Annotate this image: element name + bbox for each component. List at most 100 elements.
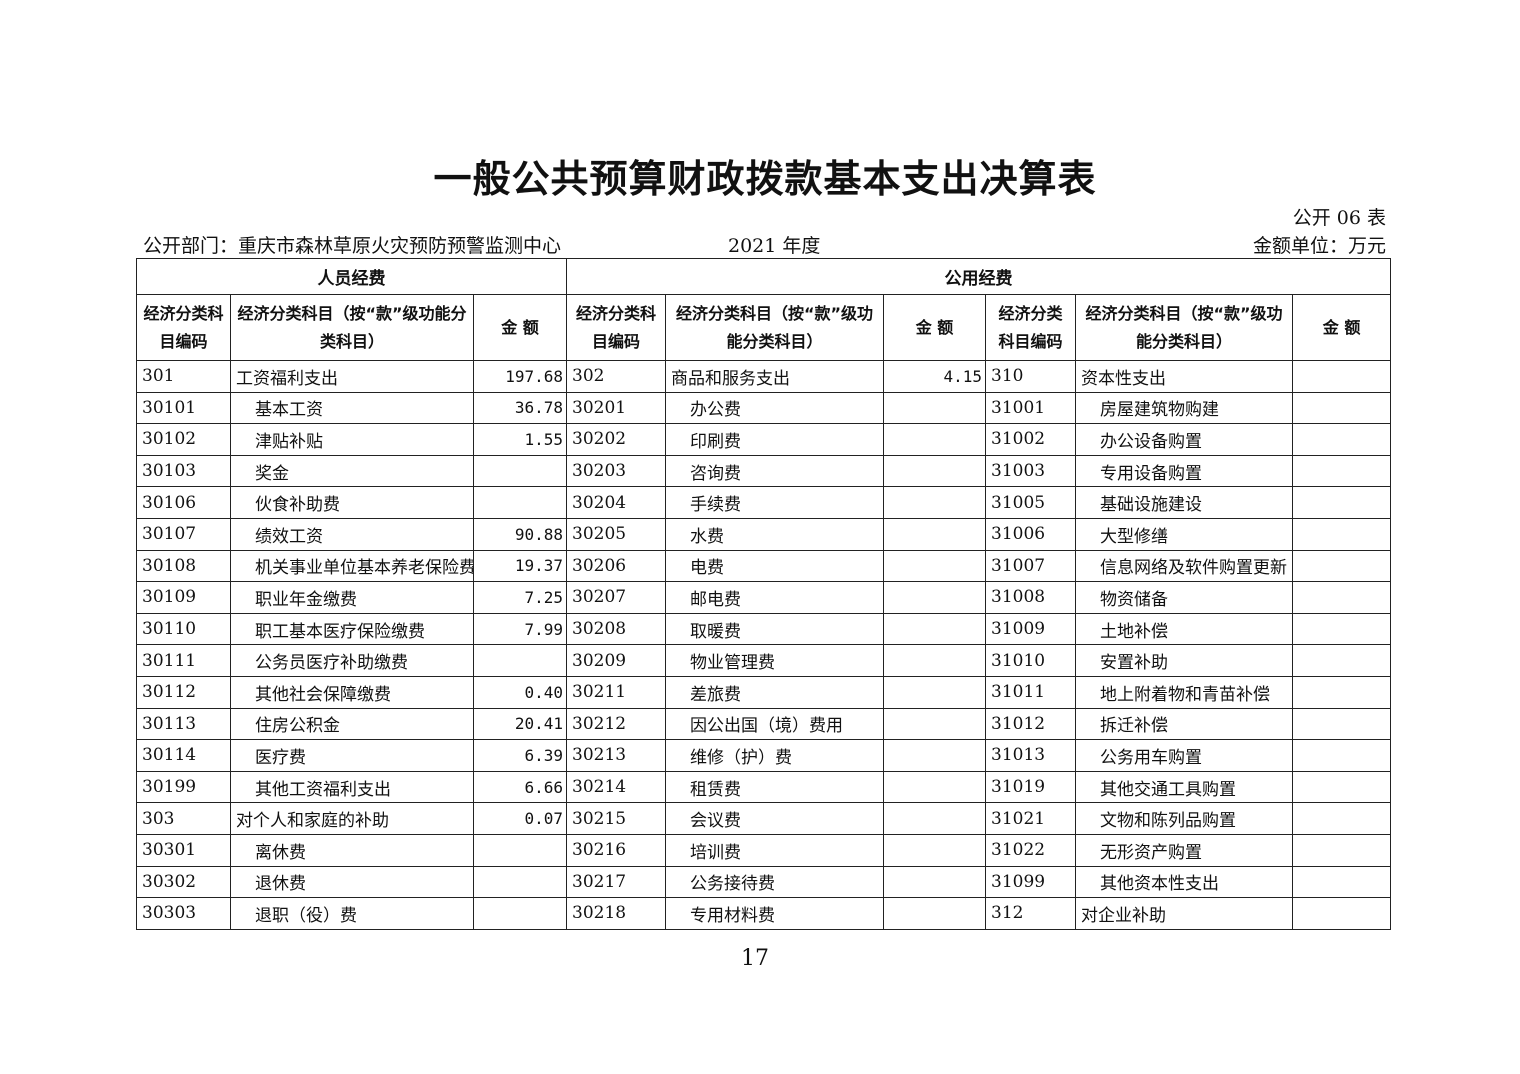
cell-code: 31010 — [985, 644, 1077, 677]
cell-amt: 36.78 — [472, 391, 568, 425]
cell-name: 商品和服务支出 — [665, 360, 885, 393]
header-code: 经济分类科目编码 — [985, 294, 1077, 361]
cell-code: 31001 — [985, 391, 1077, 425]
table-row: 30114 医疗费 6.39 30213 维修（护）费 31013 公务用车购置 — [136, 739, 1392, 772]
cell-name: 对个人和家庭的补助 — [230, 802, 474, 835]
table-row: 30112 其他社会保障缴费 0.40 30211 差旅费 31011 地上附着物和青苗补偿 — [136, 675, 1392, 709]
table-row: 30107 绩效工资 90.88 30205 水费 31006 大型修缮 — [136, 517, 1392, 551]
cell-amt — [1292, 707, 1392, 741]
table-row: 30111 公务员医疗补助缴费 30209 物业管理费 31010 安置补助 — [136, 644, 1392, 677]
expenditure-table: 人员经费 公用经费 经济分类科目编码 经济分类科目（按“款”级功能分类科目）金 额… — [135, 258, 1392, 930]
cell-amt — [883, 454, 987, 488]
cell-name: 会议费 — [665, 802, 885, 835]
cell-name: 手续费 — [665, 486, 885, 519]
cell-code: 30102 — [136, 423, 231, 456]
cell-name: 培训费 — [665, 833, 885, 867]
table-row: 30113 住房公积金 20.41 30212 因公出国（境）费用 31012 拆迁补偿 — [136, 707, 1392, 741]
cell-code: 31022 — [985, 833, 1077, 867]
table-row: 30103 奖金 30203 咨询费 31003 专用设备购置 — [136, 454, 1392, 488]
table-row: 30301 离休费 30216 培训费 31022 无形资产购置 — [136, 833, 1392, 867]
cell-amt — [883, 802, 987, 835]
cell-code: 30109 — [136, 581, 231, 614]
cell-name: 机关事业单位基本养老保险费 — [230, 549, 474, 583]
cell-amt: 90.88 — [472, 517, 568, 551]
cell-amt — [1292, 549, 1392, 583]
cell-amt — [472, 454, 568, 488]
cell-code: 30103 — [136, 454, 231, 488]
header-name: 经济分类科目（按“款”级功能分类科目） — [665, 294, 885, 361]
cell-name: 房屋建筑物购建 — [1075, 391, 1294, 425]
cell-name: 咨询费 — [665, 454, 885, 488]
cell-code: 30204 — [566, 486, 667, 519]
cell-code: 31021 — [985, 802, 1077, 835]
group-header-row: 人员经费 公用经费 — [135, 258, 1392, 295]
cell-name: 拆迁补偿 — [1075, 707, 1294, 741]
cell-code: 312 — [985, 897, 1077, 930]
cell-name: 伙食补助费 — [230, 486, 474, 519]
header-name: 经济分类科目（按“款”级功能分类科目） — [230, 294, 474, 361]
cell-name: 医疗费 — [230, 739, 474, 772]
cell-code: 30209 — [566, 644, 667, 677]
cell-name: 安置补助 — [1075, 644, 1294, 677]
cell-code: 31005 — [985, 486, 1077, 519]
cell-amt — [1292, 865, 1392, 899]
cell-amt — [1292, 360, 1392, 393]
cell-code: 31003 — [985, 454, 1077, 488]
cell-amt: 6.66 — [472, 770, 568, 804]
cell-name: 电费 — [665, 549, 885, 583]
cell-name: 办公费 — [665, 391, 885, 425]
cell-code: 31008 — [985, 581, 1077, 614]
header-amount: 金 额 — [472, 294, 568, 361]
cell-amt — [883, 612, 987, 646]
cell-code: 30101 — [136, 391, 231, 425]
cell-amt: 6.39 — [472, 739, 568, 772]
cell-amt: 7.99 — [472, 612, 568, 646]
cell-code: 31012 — [985, 707, 1077, 741]
cell-name: 职业年金缴费 — [230, 581, 474, 614]
cell-name: 专用材料费 — [665, 897, 885, 930]
header-amount: 金 额 — [883, 294, 987, 361]
cell-code: 30199 — [136, 770, 231, 804]
cell-amt — [472, 833, 568, 867]
cell-code: 31013 — [985, 739, 1077, 772]
cell-name: 地上附着物和青苗补偿 — [1075, 675, 1294, 709]
cell-amt — [472, 644, 568, 677]
cell-name: 差旅费 — [665, 675, 885, 709]
cell-amt — [883, 486, 987, 519]
page-title: 一般公共预算财政拨款基本支出决算表 — [433, 157, 1097, 201]
cell-code: 30303 — [136, 897, 231, 930]
table-row: 30101 基本工资 36.78 30201 办公费 31001 房屋建筑物购建 — [136, 391, 1392, 425]
cell-code: 30301 — [136, 833, 231, 867]
cell-amt — [1292, 423, 1392, 456]
cell-amt: 4.15 — [883, 360, 987, 393]
cell-code: 30110 — [136, 612, 231, 646]
cell-code: 31019 — [985, 770, 1077, 804]
cell-name: 公务用车购置 — [1075, 739, 1294, 772]
table-row: 30302 退休费 30217 公务接待费 31099 其他资本性支出 — [136, 865, 1392, 899]
cell-name: 无形资产购置 — [1075, 833, 1294, 867]
cell-amt — [1292, 391, 1392, 425]
cell-name: 土地补偿 — [1075, 612, 1294, 646]
cell-code: 30202 — [566, 423, 667, 456]
cell-code: 31011 — [985, 675, 1077, 709]
cell-amt — [472, 865, 568, 899]
cell-name: 专用设备购置 — [1075, 454, 1294, 488]
table-row: 30109 职业年金缴费 7.25 30207 邮电费 31008 物资储备 — [136, 581, 1392, 614]
table-row: 30303 退职（役）费 30218 专用材料费 312 对企业补助 — [136, 897, 1392, 930]
cell-amt — [883, 549, 987, 583]
cell-code: 30212 — [566, 707, 667, 741]
cell-code: 310 — [985, 360, 1077, 393]
cell-code: 31009 — [985, 612, 1077, 646]
cell-name: 退休费 — [230, 865, 474, 899]
cell-amt — [1292, 739, 1392, 772]
cell-code: 31002 — [985, 423, 1077, 456]
cell-code: 30114 — [136, 739, 231, 772]
cell-name: 其他交通工具购置 — [1075, 770, 1294, 804]
department: 公开部门：重庆市森林草原火灾预防预警监测中心 — [143, 235, 562, 257]
cell-code: 30111 — [136, 644, 231, 677]
cell-code: 30218 — [566, 897, 667, 930]
table-row: 30110 职工基本医疗保险缴费 7.99 30208 取暖费 31009 土地补偿 — [136, 612, 1392, 646]
cell-name: 基本工资 — [230, 391, 474, 425]
cell-name: 取暖费 — [665, 612, 885, 646]
cell-amt — [1292, 770, 1392, 804]
